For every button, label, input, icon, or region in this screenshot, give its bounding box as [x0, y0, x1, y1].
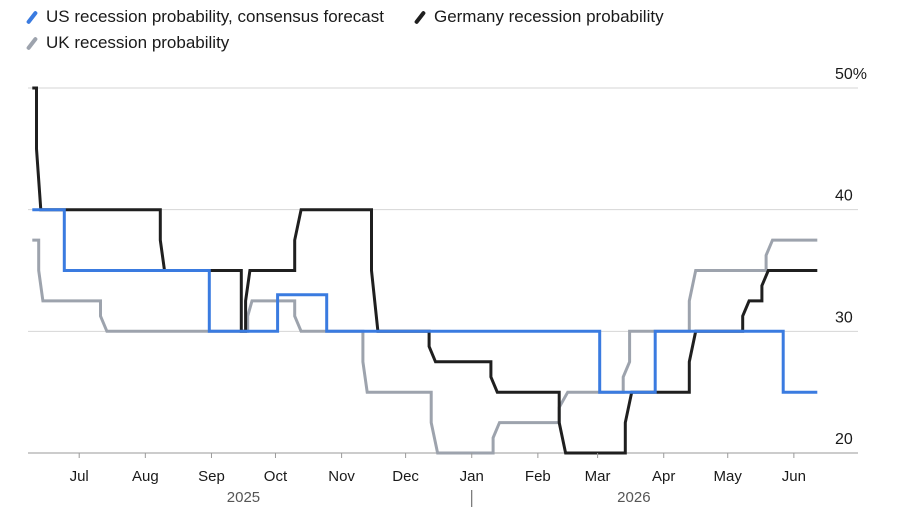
x-tick-label-Jan: Jan [460, 468, 484, 485]
series-line-0 [32, 208, 818, 394]
x-tick-label-May: May [714, 468, 743, 485]
x-tick-label-Apr: Apr [652, 468, 675, 485]
x-axis: Jul Aug Sep Oct Nov Dec Jan Feb Mar Apr May Jun 2025… [70, 453, 806, 507]
legend-label-uk: UK recession probability [46, 33, 230, 52]
legend-item-uk: UK recession probability [25, 33, 230, 53]
y-axis-ticks: 50% 40 30 20 [835, 66, 867, 448]
y-tick-label-40: 40 [835, 188, 853, 205]
x-tick-label-Aug: Aug [132, 468, 159, 485]
y-tick-label-50: 50% [835, 66, 867, 83]
x-tick-label-Jun: Jun [782, 468, 806, 485]
series-lines [32, 86, 818, 455]
x-tick-label-Feb: Feb [525, 468, 551, 485]
x-tick-label-Jul: Jul [70, 468, 89, 485]
year-label-2026: 2026 [617, 489, 650, 506]
legend-label-germany: Germany recession probability [433, 7, 664, 26]
x-tick-label-Nov: Nov [328, 468, 355, 485]
series-line-2 [32, 238, 818, 455]
year-label-2025: 2025 [227, 489, 260, 506]
legend-row-1: US recession probability, consensus fore… [25, 4, 890, 30]
legend: US recession probability, consensus fore… [25, 4, 890, 56]
x-tick-label-Dec: Dec [392, 468, 419, 485]
x-tick-label-Sep: Sep [198, 468, 225, 485]
x-tick-label-Oct: Oct [264, 468, 288, 485]
legend-label-us: US recession probability, consensus fore… [46, 7, 384, 26]
legend-row-2: UK recession probability [25, 30, 890, 56]
legend-item-us: US recession probability, consensus fore… [25, 7, 384, 27]
y-tick-label-30: 30 [835, 309, 853, 326]
x-tick-label-Mar: Mar [585, 468, 611, 485]
y-tick-label-20: 20 [835, 431, 853, 448]
legend-item-germany: Germany recession probability [413, 7, 664, 27]
